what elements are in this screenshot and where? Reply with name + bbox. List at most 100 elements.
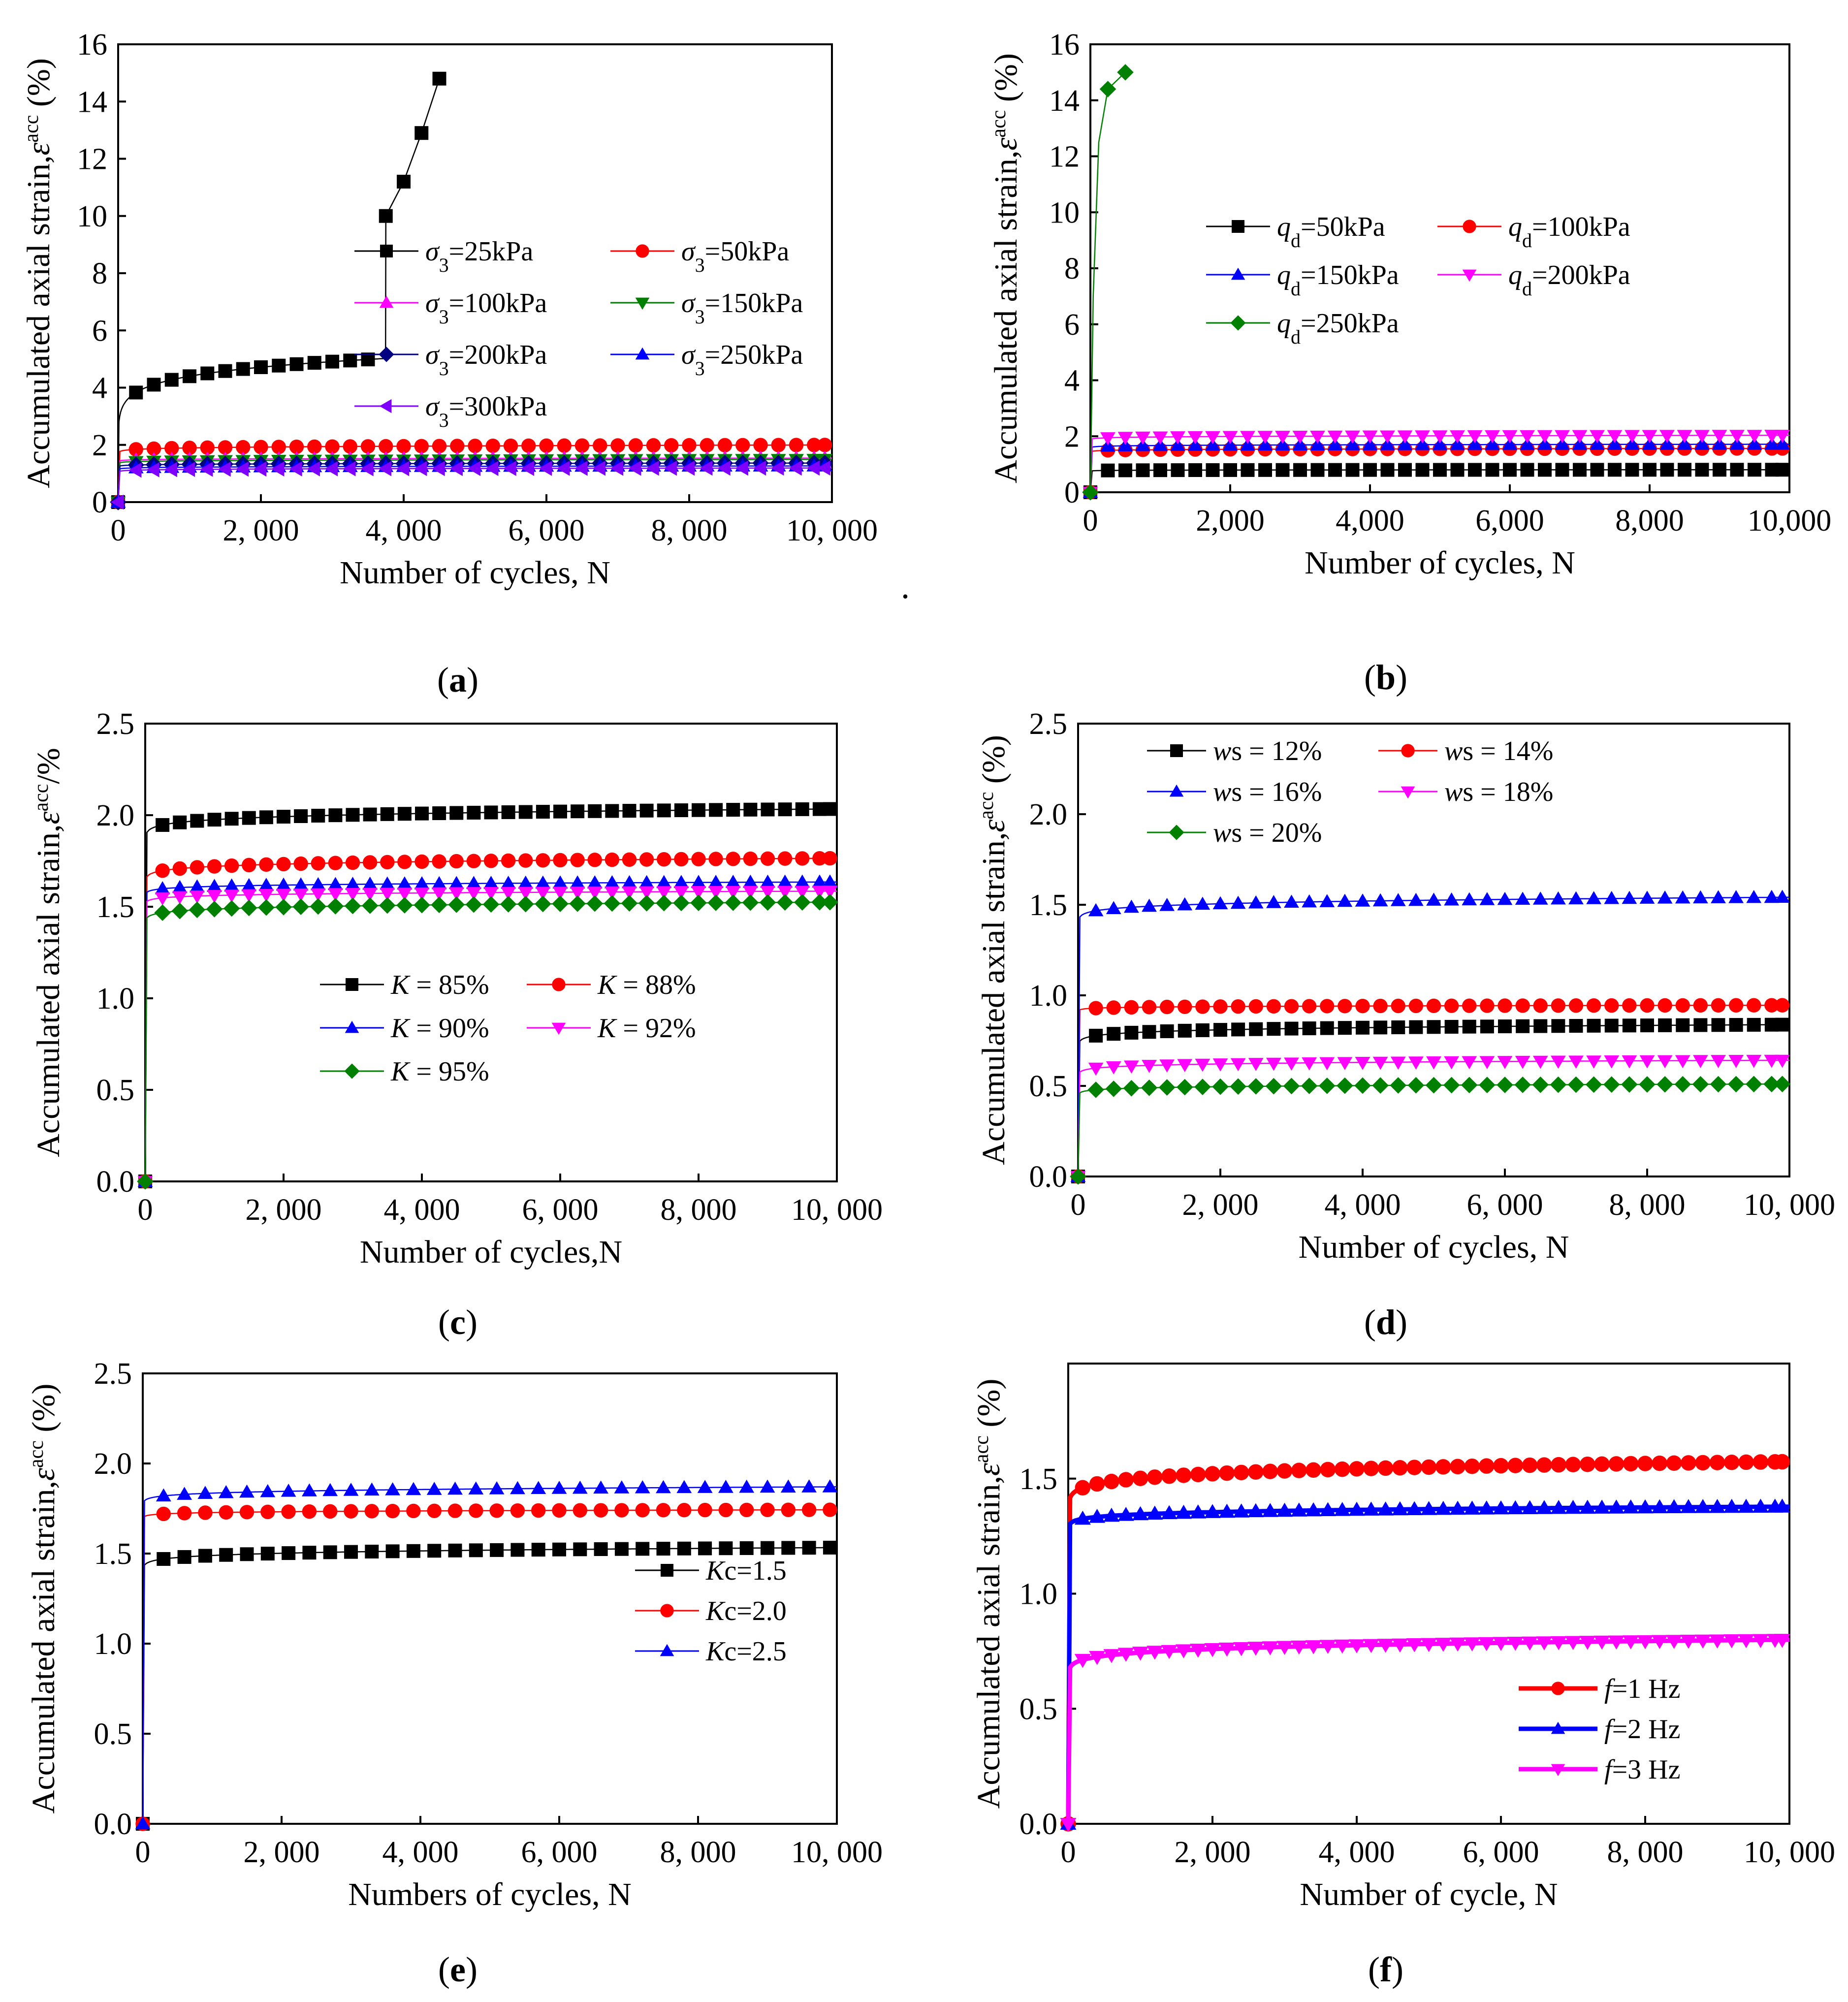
data-point xyxy=(1695,463,1709,477)
series-line xyxy=(1089,71,1126,493)
data-point xyxy=(1694,437,1710,450)
data-point xyxy=(328,808,343,823)
data-point xyxy=(450,439,465,453)
data-point xyxy=(466,854,481,868)
series-line xyxy=(142,1486,837,1824)
data-point xyxy=(224,858,239,873)
data-point xyxy=(276,877,291,891)
data-point xyxy=(510,1481,525,1494)
data-point xyxy=(1462,892,1477,906)
data-point xyxy=(485,461,499,477)
data-point xyxy=(592,460,605,476)
data-point xyxy=(385,1503,400,1519)
data-point xyxy=(293,856,308,871)
data-point xyxy=(770,460,784,476)
data-point xyxy=(725,875,741,888)
legend-label: σ3=100kPa xyxy=(425,288,547,328)
data-point xyxy=(1421,1501,1437,1515)
data-point xyxy=(155,863,170,878)
data-point xyxy=(673,875,689,888)
data-point xyxy=(177,1550,191,1564)
data-point xyxy=(156,1506,171,1522)
series-2 xyxy=(1071,998,1790,1184)
series-7 xyxy=(110,460,832,510)
data-point xyxy=(1480,1019,1494,1034)
data-point xyxy=(1450,1459,1466,1475)
data-point xyxy=(1089,1028,1103,1043)
data-point xyxy=(260,1484,276,1497)
data-point xyxy=(397,175,411,189)
data-point xyxy=(1284,894,1299,908)
data-point xyxy=(1692,1055,1708,1068)
data-point xyxy=(510,1503,525,1518)
data-point xyxy=(1775,998,1790,1013)
data-point xyxy=(171,902,189,920)
data-point xyxy=(1746,890,1762,903)
legend-label: σ3=300kPa xyxy=(425,391,547,431)
panel-e: 0 2, 000 4, 000 6, 000 8, 000 10, 000 0.0 0.5 1.… xyxy=(25,1357,883,1989)
data-point xyxy=(759,894,776,911)
data-point xyxy=(172,880,188,893)
data-point xyxy=(574,460,588,476)
series-1 xyxy=(136,1540,837,1831)
data-point xyxy=(1190,1466,1206,1483)
data-point xyxy=(1692,1076,1709,1093)
data-point xyxy=(1657,998,1672,1013)
data-point xyxy=(1345,430,1360,444)
data-point xyxy=(310,877,326,890)
x-tick-label: 2, 000 xyxy=(246,1193,322,1227)
data-point xyxy=(310,888,326,902)
data-point xyxy=(674,852,689,867)
panel-caption: (a) xyxy=(437,660,478,699)
legend-marker xyxy=(1551,1721,1565,1734)
x-tick-label: 8,000 xyxy=(1615,504,1684,538)
data-point xyxy=(604,895,621,912)
data-point xyxy=(289,439,304,454)
data-point xyxy=(1444,1019,1459,1034)
data-point xyxy=(1392,1501,1408,1516)
x-tick-label: 0 xyxy=(1083,504,1098,538)
data-point xyxy=(635,1503,650,1518)
data-point xyxy=(242,811,256,825)
data-point xyxy=(717,438,733,453)
data-point xyxy=(1723,1634,1740,1649)
data-point xyxy=(1579,1499,1596,1514)
data-point xyxy=(1195,999,1210,1014)
x-tick-label: 2, 000 xyxy=(1182,1188,1259,1222)
data-point xyxy=(1362,437,1378,450)
data-point xyxy=(1320,1021,1334,1035)
legend-label: ws = 16% xyxy=(1213,777,1322,807)
data-point xyxy=(482,896,500,913)
data-point xyxy=(1622,1018,1636,1033)
data-point xyxy=(1675,998,1690,1013)
data-point xyxy=(432,461,445,477)
data-point xyxy=(691,875,706,888)
data-point xyxy=(426,1482,442,1495)
data-point xyxy=(325,354,339,369)
data-point xyxy=(260,1547,275,1561)
data-point xyxy=(1639,890,1655,904)
data-point xyxy=(365,1544,379,1558)
data-point xyxy=(362,876,378,890)
data-point xyxy=(753,438,768,452)
data-point xyxy=(432,71,446,86)
data-point xyxy=(1100,432,1115,445)
data-point xyxy=(1213,1023,1227,1037)
x-tick-label: 6,000 xyxy=(1475,504,1544,538)
data-point xyxy=(1711,890,1726,903)
data-point xyxy=(1516,1019,1530,1033)
data-point xyxy=(1637,1499,1654,1514)
data-point xyxy=(823,802,837,816)
y-tick-label: 0.0 xyxy=(96,1165,135,1199)
data-point xyxy=(1752,1454,1769,1470)
data-point xyxy=(604,886,620,900)
data-point xyxy=(1450,437,1465,450)
data-point xyxy=(657,852,671,867)
legend-marker xyxy=(1170,744,1183,757)
y-tick-label: 0.5 xyxy=(96,1074,135,1107)
data-point xyxy=(1305,1502,1322,1517)
data-point xyxy=(342,461,356,477)
data-point xyxy=(777,851,793,866)
data-point xyxy=(275,898,292,916)
data-point xyxy=(531,1503,546,1518)
